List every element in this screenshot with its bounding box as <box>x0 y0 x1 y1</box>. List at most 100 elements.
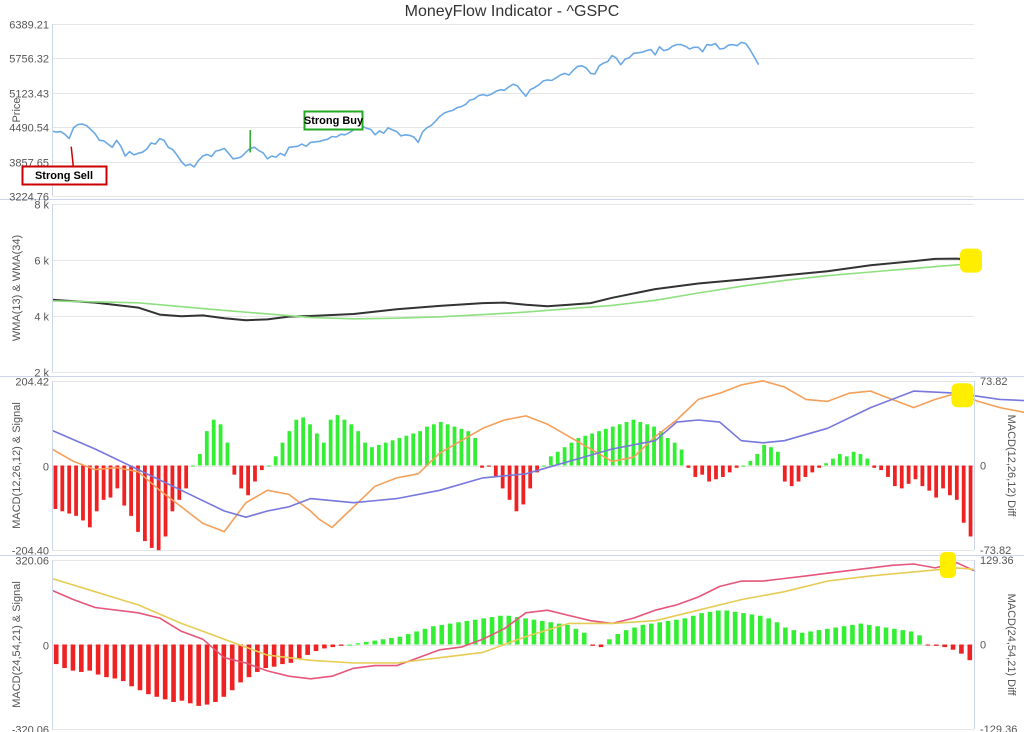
histogram-bar <box>288 644 294 663</box>
histogram-bar <box>422 628 428 645</box>
y-tick-label: -320.06 <box>12 725 49 732</box>
histogram-bar <box>844 456 849 466</box>
histogram-bar <box>389 637 394 645</box>
histogram-bar <box>473 438 478 466</box>
histogram-bar <box>707 611 713 645</box>
series-line-signal2 <box>51 567 975 664</box>
histogram-bar <box>104 644 109 678</box>
histogram-bar <box>841 626 847 645</box>
histogram-bar <box>287 431 292 466</box>
histogram-bar <box>565 624 570 645</box>
histogram-bar <box>246 465 250 496</box>
histogram-bar <box>62 644 67 669</box>
histogram-bar <box>908 631 914 645</box>
histogram-bar <box>94 465 99 512</box>
histogram-bar <box>576 438 581 466</box>
histogram-bar <box>757 615 763 645</box>
histogram-bar <box>514 617 520 645</box>
histogram-bar <box>466 431 471 466</box>
annotation-box-strong-buy <box>303 110 364 131</box>
histogram-bar <box>749 614 755 645</box>
histogram-bar <box>824 463 828 466</box>
histogram-bar <box>315 433 319 466</box>
histogram-bar <box>349 424 354 466</box>
histogram-bar <box>617 424 622 466</box>
histogram-bar <box>652 426 656 466</box>
histogram-bar <box>101 465 106 500</box>
y-tick-label: 5756.32 <box>9 54 49 66</box>
histogram-bar <box>356 431 361 466</box>
histogram-bar <box>438 422 443 466</box>
histogram-bar <box>296 644 302 659</box>
histogram-bar <box>925 644 931 646</box>
histogram-bar <box>950 644 956 650</box>
histogram-bar <box>716 610 721 645</box>
histogram-bar <box>776 451 780 466</box>
y2-tick-label: -73.82 <box>980 545 1011 557</box>
histogram-bar <box>330 644 336 648</box>
histogram-bar <box>569 442 574 466</box>
histogram-bar <box>693 465 698 477</box>
histogram-bar <box>459 428 464 466</box>
histogram-bar <box>796 465 801 482</box>
histogram-bar <box>665 620 671 645</box>
annotation-label-strong-buy: Strong Buy <box>304 115 364 127</box>
histogram-bar <box>942 644 947 648</box>
histogram-bar <box>305 644 310 655</box>
histogram-bar <box>941 465 945 489</box>
y-tick-label: 4490.54 <box>9 123 49 135</box>
highlight-marker <box>940 552 956 578</box>
y2-tick-label: 129.36 <box>980 555 1014 567</box>
histogram-bar <box>204 644 210 705</box>
histogram-bar <box>273 456 278 466</box>
histogram-bar <box>191 465 195 467</box>
histogram-bar <box>108 465 113 498</box>
histogram-bar <box>322 644 327 649</box>
histogram-bar <box>766 618 771 645</box>
histogram-bar <box>615 634 621 645</box>
histogram-bar <box>700 465 705 475</box>
histogram-bar <box>355 643 361 645</box>
histogram-bar <box>755 454 760 466</box>
histogram-bar <box>900 630 906 645</box>
y-axis-title: WMA(13) & WMA(34) <box>11 235 23 341</box>
histogram-bar <box>610 426 615 466</box>
histogram-bar <box>720 465 725 477</box>
histogram-bar <box>255 644 260 672</box>
histogram-bar <box>225 442 230 466</box>
histogram-bar <box>239 465 244 489</box>
histogram-bar <box>81 465 85 521</box>
histogram-bar <box>851 451 856 466</box>
histogram-bar <box>872 465 877 468</box>
histogram-bar <box>866 624 872 645</box>
histogram-bar <box>640 624 646 645</box>
histogram-bar <box>837 454 842 466</box>
histogram-bar <box>769 447 773 466</box>
histogram-bar <box>263 644 269 669</box>
histogram-bar <box>631 419 636 466</box>
y-tick-label: 3224.76 <box>9 192 49 204</box>
histogram-bar <box>531 619 537 645</box>
y-tick-label: 204.42 <box>15 377 49 389</box>
histogram-bar <box>380 639 386 645</box>
histogram-bar <box>372 640 377 645</box>
annotation-label-strong-sell: Strong Sell <box>35 170 93 182</box>
histogram-bar <box>87 644 93 671</box>
histogram-bar <box>920 465 925 487</box>
histogram-bar <box>95 644 101 675</box>
histogram-bar <box>177 465 182 500</box>
histogram-bar <box>218 424 223 466</box>
histogram-bar <box>562 447 567 466</box>
y-tick-label: -204.40 <box>12 546 49 558</box>
histogram-bar <box>816 630 822 645</box>
histogram-bar <box>581 632 587 645</box>
histogram-bar <box>540 620 545 645</box>
histogram-bar <box>500 465 505 489</box>
histogram-bar <box>238 644 243 683</box>
histogram-bar <box>556 623 562 645</box>
histogram-bar <box>810 465 815 473</box>
histogram-bar <box>184 465 189 489</box>
y-axis-title: MACD(12,26,12) & Signal <box>11 402 23 529</box>
histogram-bar <box>122 465 127 506</box>
